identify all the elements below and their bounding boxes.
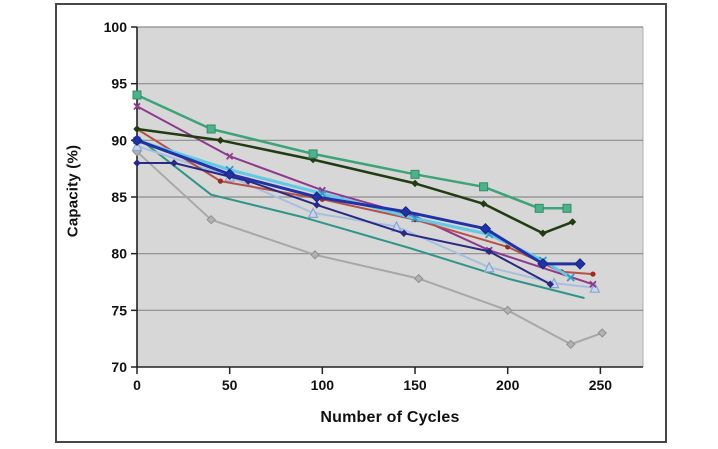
- y-tick-label: 95: [111, 76, 127, 92]
- y-tick-label: 70: [111, 359, 127, 375]
- y-tick-label: 75: [111, 302, 127, 318]
- series-navy-diamonds: [131, 134, 586, 270]
- y-tick-label: 80: [111, 246, 127, 262]
- x-tick-label: 150: [403, 377, 427, 393]
- y-tick-label: 90: [111, 132, 127, 148]
- series-gray-diamonds: [132, 146, 607, 350]
- series-teal-line: [136, 135, 585, 299]
- x-axis-title: Number of Cycles: [320, 409, 460, 426]
- y-tick-label: 100: [104, 19, 128, 35]
- x-tick-label: 0: [133, 377, 141, 393]
- series-seagreen-squares: [132, 90, 572, 213]
- x-tick-label: 100: [311, 377, 335, 393]
- x-tick-label: 50: [222, 377, 238, 393]
- x-tick-label: 250: [589, 377, 613, 393]
- x-tick-label: 200: [496, 377, 520, 393]
- y-axis-title: Capacity (%): [64, 144, 82, 238]
- series-navy-flat-start: [133, 159, 555, 288]
- y-tick-label: 85: [111, 189, 127, 205]
